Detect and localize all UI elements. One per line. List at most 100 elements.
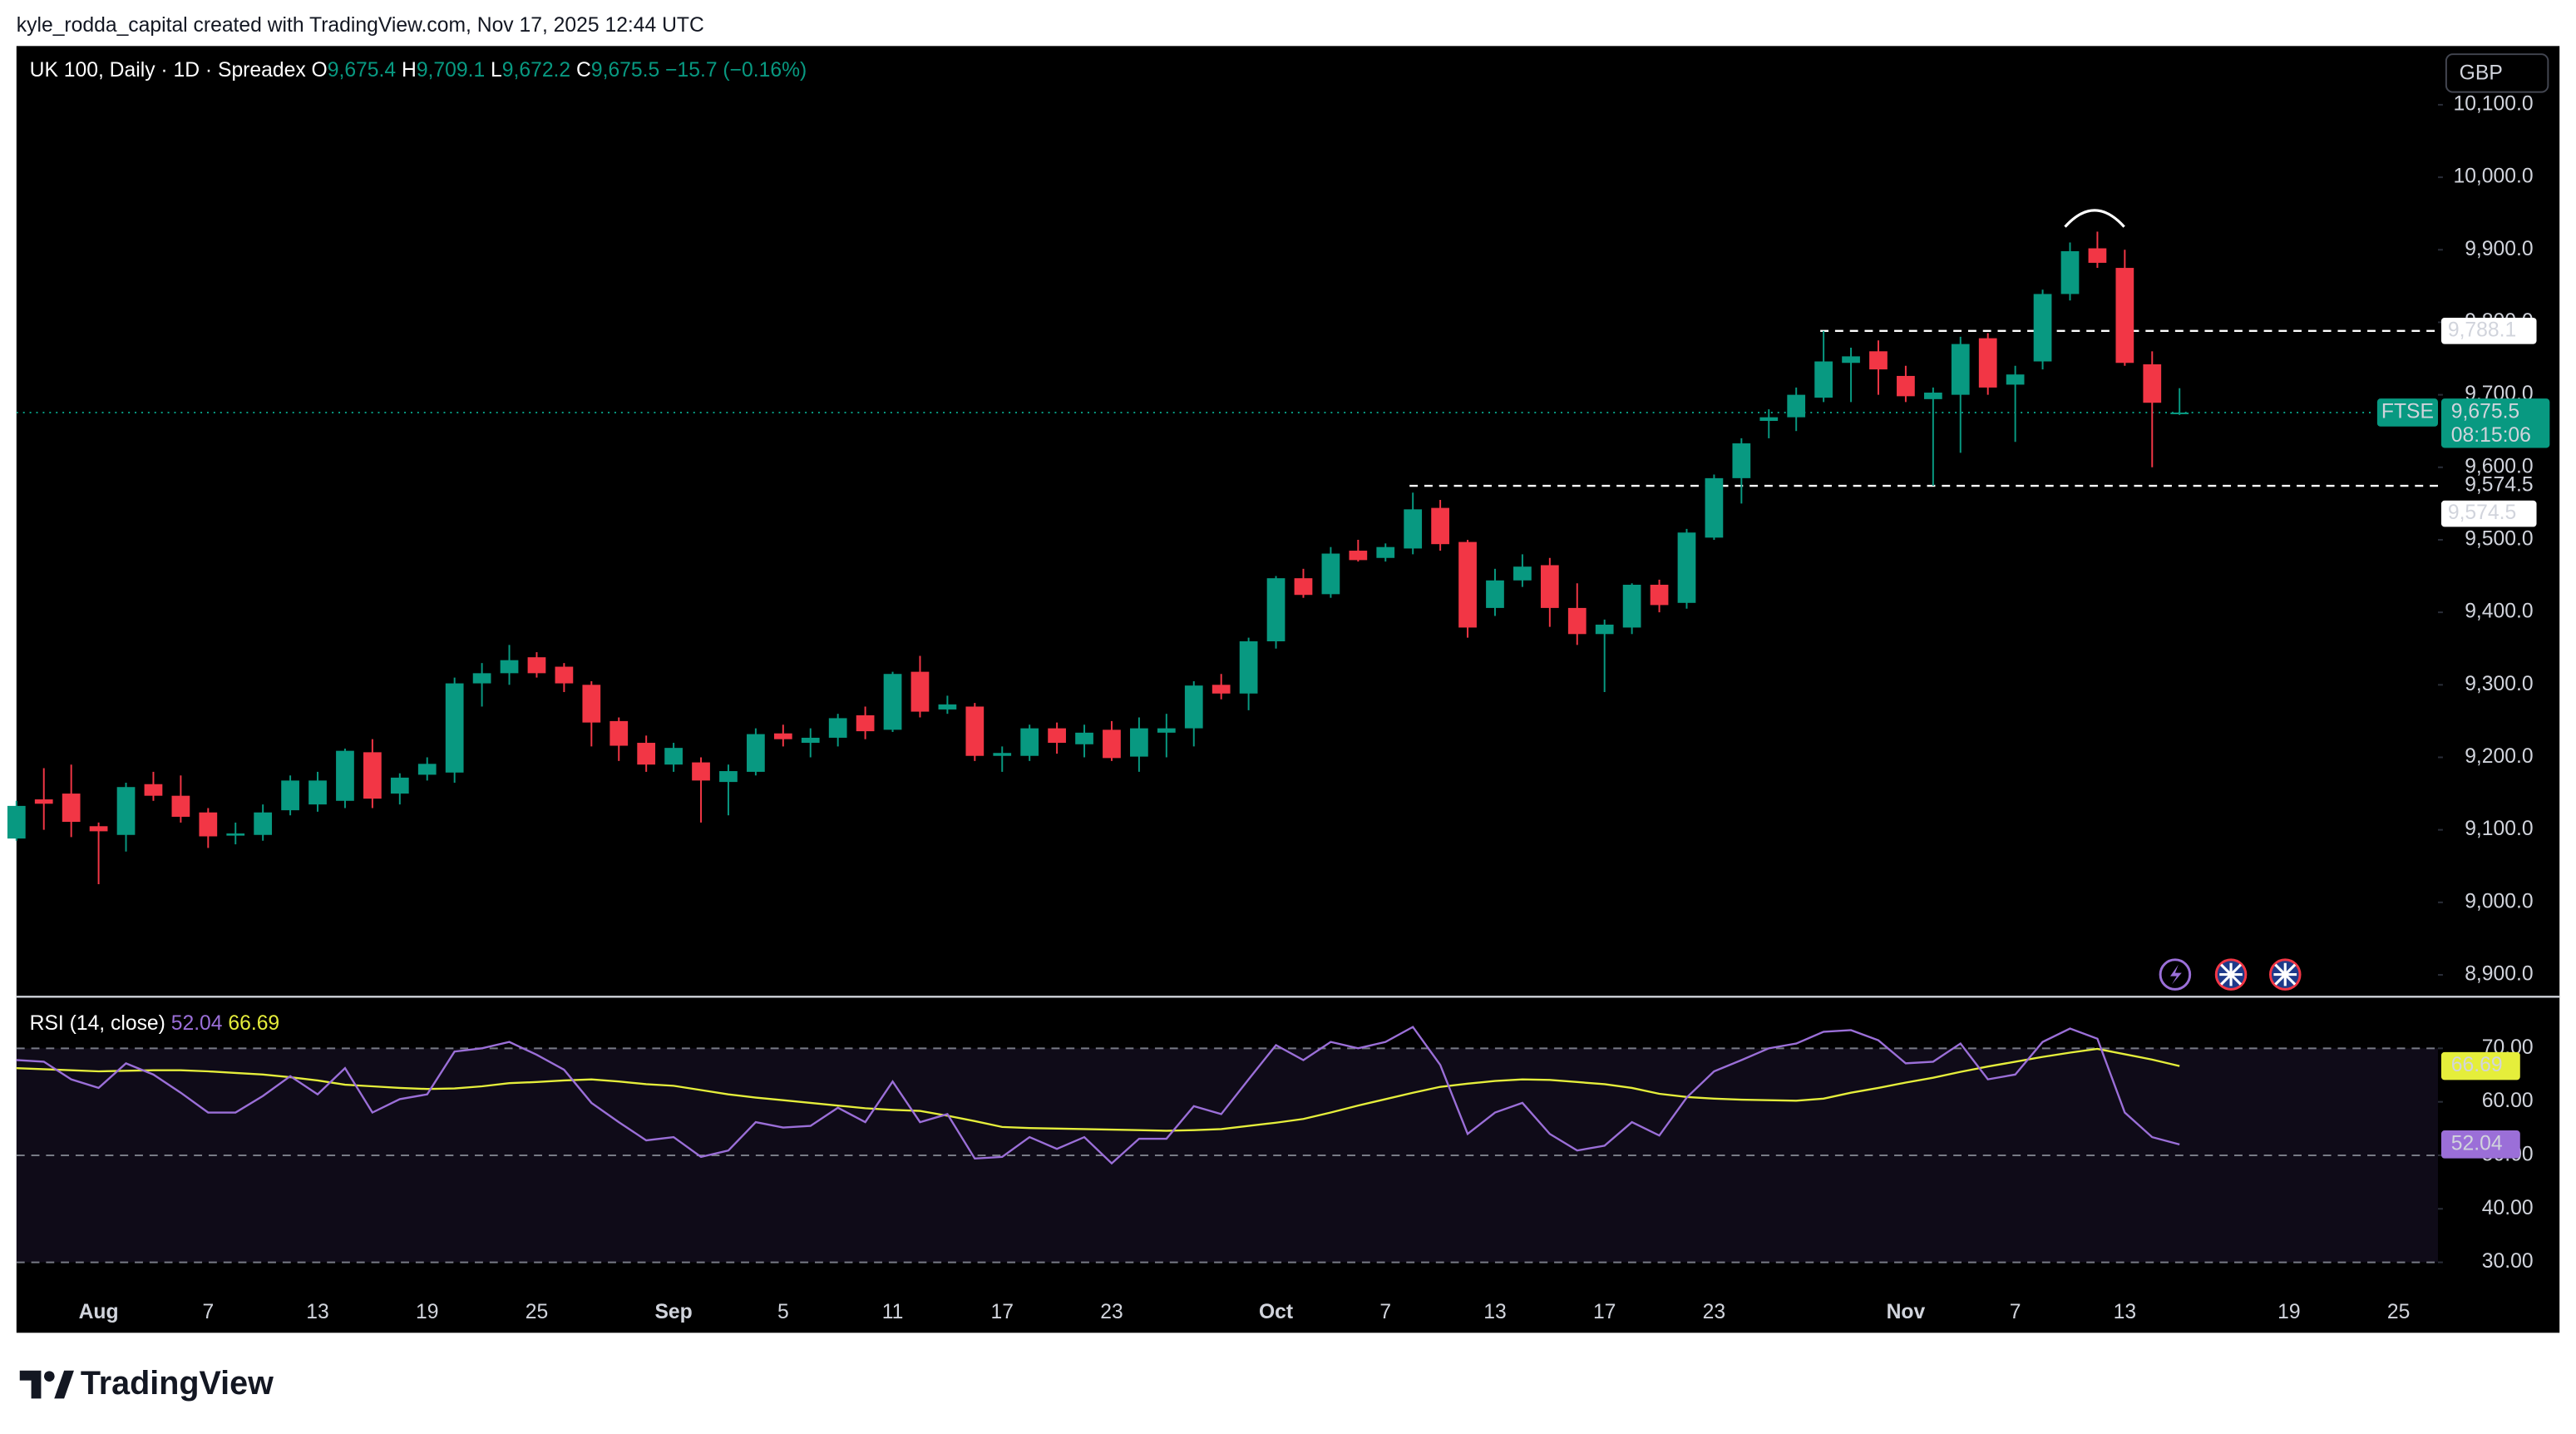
candle-body (254, 812, 273, 835)
legend-title: UK 100, Daily · 1D · Spreadex (30, 58, 307, 81)
candle-body (500, 660, 519, 674)
candle-body (2033, 294, 2052, 362)
rsi-line (16, 1026, 2180, 1165)
logo-icon (19, 1370, 42, 1399)
x-tick-label: 23 (1100, 1301, 1123, 1323)
currency-box[interactable] (2445, 53, 2549, 93)
flag (2219, 962, 2243, 986)
y-tick-label: 9,200.0 (2465, 745, 2533, 768)
candle-body (828, 718, 847, 738)
rsi-value-label: 52.04 (2451, 1132, 2503, 1155)
candle-body (1266, 578, 1286, 642)
symbol: FTSE (2381, 400, 2434, 423)
candle-body (1540, 565, 1559, 608)
x-tick-label: 23 (1703, 1301, 1725, 1323)
candle-body (281, 780, 299, 811)
x-tick-label: 7 (1379, 1301, 1391, 1323)
candle-body (2088, 248, 2107, 263)
candle-body (801, 737, 820, 744)
candle-body (993, 753, 1012, 756)
rsi-legend: RSI (14, close) 52.04 66.69 (30, 1011, 280, 1034)
x-tick-label: 19 (2277, 1301, 2300, 1323)
x-tick-label: Aug (79, 1301, 119, 1323)
candle-body (472, 673, 491, 684)
candle-body (1814, 361, 1833, 398)
x-tick-label: 17 (991, 1301, 1014, 1323)
candle-body (883, 674, 902, 730)
legend-key: H (402, 58, 417, 81)
x-tick-label: 13 (306, 1301, 328, 1323)
y-tick-label: 9,600.0 (2465, 455, 2533, 477)
candle-body (692, 762, 710, 781)
chart-background (16, 46, 2560, 1333)
legend-value: 9,672.2 (502, 58, 570, 81)
candle-body (7, 805, 26, 839)
candle-body (2170, 412, 2189, 414)
level-box (2440, 318, 2537, 344)
x-tick-label: 13 (1483, 1301, 1506, 1323)
candle-body (1869, 351, 1888, 370)
candle-body (910, 671, 930, 712)
candle-body (1157, 728, 1176, 733)
symbol-box (2376, 398, 2438, 427)
candle-body (336, 750, 354, 801)
footer-logo-text: TradingView (81, 1365, 274, 1402)
rsi-legend-value: 52.04 (171, 1011, 223, 1034)
candle-body (2143, 364, 2162, 403)
attribution: kyle_rodda_capital created with TradingV… (17, 14, 704, 37)
rsi-value-box (2440, 1130, 2520, 1159)
y-tick-label: 9,400.0 (2465, 601, 2533, 623)
candle-body (226, 833, 245, 836)
x-tick-label: 7 (202, 1301, 214, 1323)
candle-body (1759, 417, 1779, 422)
y-tick-label: 8,900.0 (2465, 963, 2533, 986)
y-tick-label: 9,100.0 (2465, 818, 2533, 840)
candle-body (445, 683, 464, 773)
candle-body (582, 685, 601, 723)
y-tick-label: 9,500.0 (2465, 527, 2533, 550)
candle-body (1431, 507, 1449, 545)
logo-icon (43, 1371, 55, 1382)
x-tick-label: Nov (1887, 1301, 1926, 1323)
candle-body (116, 787, 136, 835)
x-tick-label: 11 (882, 1301, 904, 1323)
candle-body (1349, 551, 1368, 561)
candle-body (2060, 251, 2080, 294)
candle-body (199, 812, 218, 837)
candle-body (1705, 477, 1724, 538)
candle-body (1677, 532, 1696, 603)
last-price-box (2440, 398, 2550, 448)
y-tick-label: 30.00 (2482, 1250, 2534, 1273)
y-tick-label: 9,300.0 (2465, 673, 2533, 695)
x-tick-label: 25 (526, 1301, 548, 1323)
rsi-value-label: 66.69 (2451, 1054, 2503, 1076)
candle-body (747, 734, 765, 772)
candle-body (1951, 344, 1970, 395)
x-tick-label: 25 (2387, 1301, 2410, 1323)
legend-key: C (576, 58, 591, 81)
x-tick-label: 13 (2114, 1301, 2136, 1323)
axis-mark-label: 9,574.5 (2465, 474, 2533, 497)
legend-value: 9,675.4 (328, 58, 396, 81)
candle-body (856, 715, 875, 732)
candle-body (363, 752, 382, 799)
rsi-title: RSI (14, close) (30, 1011, 165, 1034)
candle-body (1404, 509, 1423, 549)
candle-body (1294, 578, 1313, 596)
candle-body (1376, 546, 1395, 558)
candle-body (637, 743, 656, 765)
candle-body (390, 777, 409, 794)
y-tick-label: 10,000.0 (2453, 166, 2533, 188)
level-box (2440, 500, 2537, 527)
level-label: 9,788.1 (2448, 319, 2516, 341)
candle-body (1458, 541, 1477, 628)
y-tick-label: 40.00 (2482, 1197, 2534, 1219)
candle-body (171, 795, 190, 817)
candle-body (1732, 443, 1751, 478)
candle-body (1130, 728, 1148, 757)
candle-body (1075, 732, 1093, 744)
candle-body (1513, 566, 1532, 581)
candle-body (417, 764, 437, 775)
candle-body (664, 748, 683, 765)
y-tick-label: 10,100.0 (2453, 92, 2533, 115)
